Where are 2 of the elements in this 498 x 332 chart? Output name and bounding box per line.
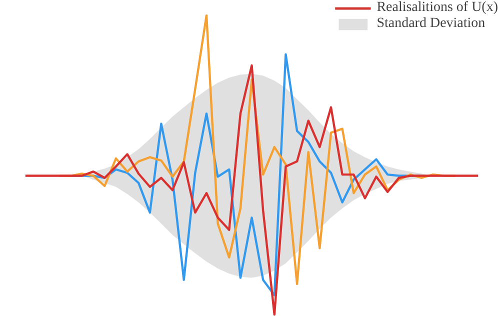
legend-label: Standard Deviation: [376, 16, 486, 32]
legend-label: Realisalitions of U(x): [376, 0, 498, 16]
